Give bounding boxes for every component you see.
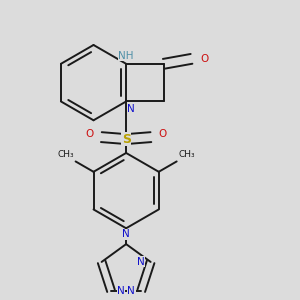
- Text: N: N: [127, 104, 135, 114]
- Text: N: N: [128, 286, 135, 296]
- Text: CH₃: CH₃: [178, 150, 195, 159]
- Text: S: S: [122, 133, 130, 146]
- Text: O: O: [200, 54, 208, 64]
- Text: N: N: [122, 229, 130, 239]
- Text: N: N: [117, 286, 125, 296]
- Text: N: N: [137, 257, 145, 267]
- Text: NH: NH: [118, 51, 134, 61]
- Text: O: O: [159, 129, 167, 139]
- Text: CH₃: CH₃: [57, 150, 74, 159]
- Text: O: O: [85, 129, 94, 139]
